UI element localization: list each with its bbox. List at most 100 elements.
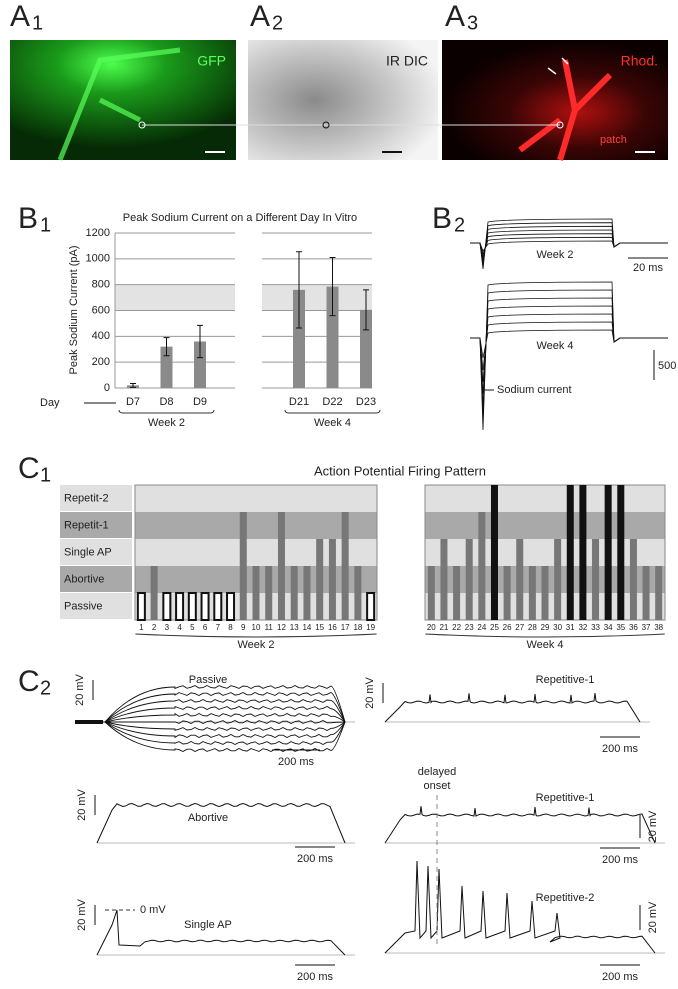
trace bbox=[470, 240, 668, 252]
trace bbox=[96, 909, 346, 956]
trace-title: Repetitive-1 bbox=[536, 674, 595, 686]
x-tick-label: 13 bbox=[290, 623, 299, 632]
x-tick-label: 9 bbox=[241, 623, 246, 632]
x-tick-label: 2 bbox=[152, 623, 157, 632]
group-label: Week 4 bbox=[526, 639, 563, 651]
bar bbox=[239, 512, 247, 620]
trace bbox=[470, 313, 668, 383]
trace-title: Single AP bbox=[184, 919, 232, 931]
level-label-box bbox=[60, 593, 132, 619]
error-bar bbox=[363, 289, 369, 331]
bar bbox=[440, 539, 448, 620]
image-label: GFP bbox=[197, 53, 226, 69]
x-tick-label: 37 bbox=[642, 623, 651, 632]
bar bbox=[293, 289, 305, 388]
panel-index: 1 bbox=[40, 464, 51, 486]
group-label: Week 2 bbox=[237, 639, 274, 651]
level-label-box bbox=[60, 539, 132, 565]
bar bbox=[194, 341, 206, 388]
bar bbox=[604, 485, 612, 620]
trace-title: Repetitive-1 bbox=[536, 792, 595, 804]
x-tick-label: 15 bbox=[315, 623, 324, 632]
patch-marker bbox=[556, 121, 564, 129]
y-axis-label: Peak Sodium Current (pA) bbox=[68, 246, 80, 375]
x-tick-label: 27 bbox=[515, 623, 524, 632]
x-tick-label: 33 bbox=[591, 623, 600, 632]
level-label-box bbox=[60, 485, 132, 511]
trace bbox=[384, 860, 656, 954]
scale-label: 20 mV bbox=[76, 898, 88, 930]
x-tick-label: 28 bbox=[528, 623, 537, 632]
trace bbox=[95, 721, 346, 739]
x-tick-label: 8 bbox=[228, 623, 233, 632]
x-tick-label: 10 bbox=[252, 623, 261, 632]
bar bbox=[150, 566, 158, 620]
panel-index: 2 bbox=[272, 12, 283, 34]
level-band bbox=[425, 512, 665, 539]
bar bbox=[566, 485, 574, 620]
bar bbox=[252, 566, 260, 620]
bar bbox=[516, 539, 524, 620]
bar bbox=[579, 485, 587, 620]
trace bbox=[95, 721, 346, 753]
scale-label: 200 ms bbox=[297, 853, 334, 865]
y-tick-label: 1200 bbox=[86, 227, 110, 239]
x-tick-label: 34 bbox=[604, 623, 613, 632]
group-bracket bbox=[284, 409, 381, 414]
group-bracket bbox=[425, 633, 665, 638]
bar bbox=[328, 539, 336, 620]
trace-title: Passive bbox=[189, 674, 228, 686]
y-tick-label: 1000 bbox=[86, 253, 110, 265]
scale-label: 20 ms bbox=[633, 262, 663, 274]
x-tick-label: D22 bbox=[322, 396, 342, 408]
trace-title: Abortive bbox=[188, 812, 228, 824]
bar bbox=[265, 566, 273, 620]
image-label: IR DIC bbox=[386, 53, 428, 69]
bar bbox=[187, 592, 197, 621]
x-tick-label: 25 bbox=[490, 623, 499, 632]
group-label: Week 4 bbox=[314, 417, 351, 429]
x-tick-label: 12 bbox=[277, 623, 286, 632]
scale-label: 20 mV bbox=[647, 810, 659, 842]
level-label: Repetit-2 bbox=[64, 492, 109, 504]
x-tick-label: 7 bbox=[216, 623, 221, 632]
y-tick-label: 800 bbox=[92, 279, 110, 291]
trace bbox=[470, 218, 668, 270]
x-tick-label: 1 bbox=[139, 623, 144, 632]
level-label: Repetit-1 bbox=[64, 519, 109, 531]
level-label-box bbox=[60, 566, 132, 592]
x-tick-label: D9 bbox=[193, 396, 207, 408]
bar bbox=[427, 566, 435, 620]
x-tick-label: 3 bbox=[165, 623, 170, 632]
x-tick-label: 36 bbox=[629, 623, 638, 632]
x-tick-label: 14 bbox=[302, 623, 311, 632]
bar bbox=[629, 539, 637, 620]
x-tick-label: D23 bbox=[356, 396, 376, 408]
y-tick-label: 400 bbox=[92, 330, 110, 342]
bar bbox=[655, 566, 663, 620]
trace bbox=[384, 692, 641, 723]
x-tick-label: 38 bbox=[654, 623, 663, 632]
panel-letter: C bbox=[18, 665, 40, 698]
bar bbox=[617, 485, 625, 620]
error-bar bbox=[130, 382, 136, 388]
error-bar bbox=[197, 324, 203, 359]
x-tick-label: 17 bbox=[341, 623, 350, 632]
level-band bbox=[425, 539, 665, 566]
x-tick-label: 30 bbox=[553, 623, 562, 632]
scale-label: 200 ms bbox=[602, 971, 639, 983]
bar bbox=[162, 592, 172, 621]
x-tick-label: 24 bbox=[477, 623, 486, 632]
scale-label: 20 mV bbox=[74, 673, 86, 705]
bar bbox=[277, 512, 285, 620]
bar bbox=[642, 566, 650, 620]
x-tick-label: D21 bbox=[289, 396, 309, 408]
scale-label: 200 ms bbox=[278, 756, 315, 768]
trace bbox=[470, 229, 668, 261]
x-tick-label: 5 bbox=[190, 623, 195, 632]
bar bbox=[354, 566, 362, 620]
level-band bbox=[135, 512, 377, 539]
image-label: Rhod. bbox=[621, 53, 658, 69]
bar bbox=[175, 592, 185, 621]
x-tick-label: 23 bbox=[465, 623, 474, 632]
